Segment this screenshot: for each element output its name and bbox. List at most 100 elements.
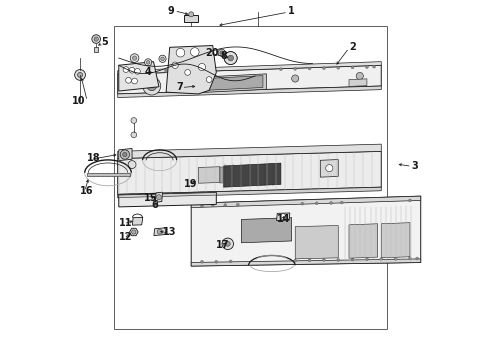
Circle shape [301,202,304,205]
Text: 19: 19 [184,179,197,189]
Polygon shape [198,76,263,91]
Circle shape [145,59,152,66]
Polygon shape [191,196,421,266]
Circle shape [315,202,318,205]
Circle shape [326,165,333,172]
Polygon shape [184,15,198,22]
Text: 13: 13 [163,227,176,237]
Circle shape [185,69,191,75]
Circle shape [94,37,98,41]
Polygon shape [220,167,223,183]
Text: 4: 4 [145,67,151,77]
Circle shape [172,62,178,68]
Text: 17: 17 [216,239,230,249]
Polygon shape [87,173,129,176]
Text: 9: 9 [168,6,174,16]
Polygon shape [191,196,421,208]
Circle shape [77,72,82,77]
Circle shape [279,68,282,71]
Circle shape [120,150,129,159]
Circle shape [220,51,223,54]
Polygon shape [118,65,381,94]
Circle shape [159,55,166,62]
Polygon shape [94,46,98,51]
Text: 8: 8 [220,51,227,61]
Text: 3: 3 [412,161,418,171]
Circle shape [229,260,232,263]
Text: 5: 5 [101,37,108,47]
Polygon shape [198,167,220,183]
Circle shape [177,79,184,86]
Polygon shape [295,226,338,259]
Circle shape [147,60,150,64]
Circle shape [135,68,140,74]
Polygon shape [223,163,281,187]
Circle shape [123,68,126,71]
Circle shape [200,204,203,207]
Circle shape [373,65,375,68]
Polygon shape [242,218,292,243]
Polygon shape [118,187,381,198]
Polygon shape [349,224,378,258]
Circle shape [189,12,194,17]
Circle shape [218,49,225,56]
Circle shape [129,67,135,73]
Circle shape [198,63,205,71]
Text: 14: 14 [277,215,291,224]
Circle shape [200,260,203,263]
Circle shape [224,204,227,207]
Circle shape [330,202,333,204]
Text: 16: 16 [80,186,94,196]
Circle shape [236,203,239,206]
Polygon shape [166,45,216,94]
Circle shape [337,66,340,69]
Circle shape [380,257,383,260]
Circle shape [222,238,234,249]
Polygon shape [119,193,216,207]
Polygon shape [320,159,338,177]
Circle shape [351,66,354,69]
Circle shape [131,132,137,138]
Text: 6: 6 [152,200,158,210]
Circle shape [157,229,162,234]
Circle shape [366,258,368,261]
Circle shape [150,70,153,73]
Circle shape [132,56,137,60]
Circle shape [228,55,234,61]
Polygon shape [191,259,421,266]
Circle shape [156,195,161,200]
Circle shape [351,258,354,261]
Circle shape [308,259,311,262]
Circle shape [292,75,299,82]
Circle shape [308,67,311,70]
Polygon shape [381,223,410,258]
Circle shape [322,258,325,261]
Polygon shape [118,62,381,74]
Polygon shape [118,86,381,98]
Text: 11: 11 [119,218,132,228]
Text: 10: 10 [72,96,86,106]
Circle shape [131,118,137,123]
Circle shape [356,72,364,80]
Circle shape [161,57,164,60]
Circle shape [225,241,230,246]
Polygon shape [195,74,267,93]
Polygon shape [119,193,216,198]
Circle shape [136,67,139,70]
Circle shape [150,67,153,70]
Polygon shape [118,151,381,194]
Circle shape [136,70,139,73]
Circle shape [366,66,368,68]
Circle shape [416,257,418,260]
Circle shape [294,67,296,70]
Circle shape [211,204,214,207]
Text: 1: 1 [288,6,295,16]
Polygon shape [119,62,159,91]
Circle shape [132,78,137,84]
Circle shape [224,51,237,64]
Polygon shape [118,144,381,158]
Circle shape [191,48,199,56]
Circle shape [143,77,161,95]
Polygon shape [129,228,138,236]
Circle shape [132,230,136,234]
